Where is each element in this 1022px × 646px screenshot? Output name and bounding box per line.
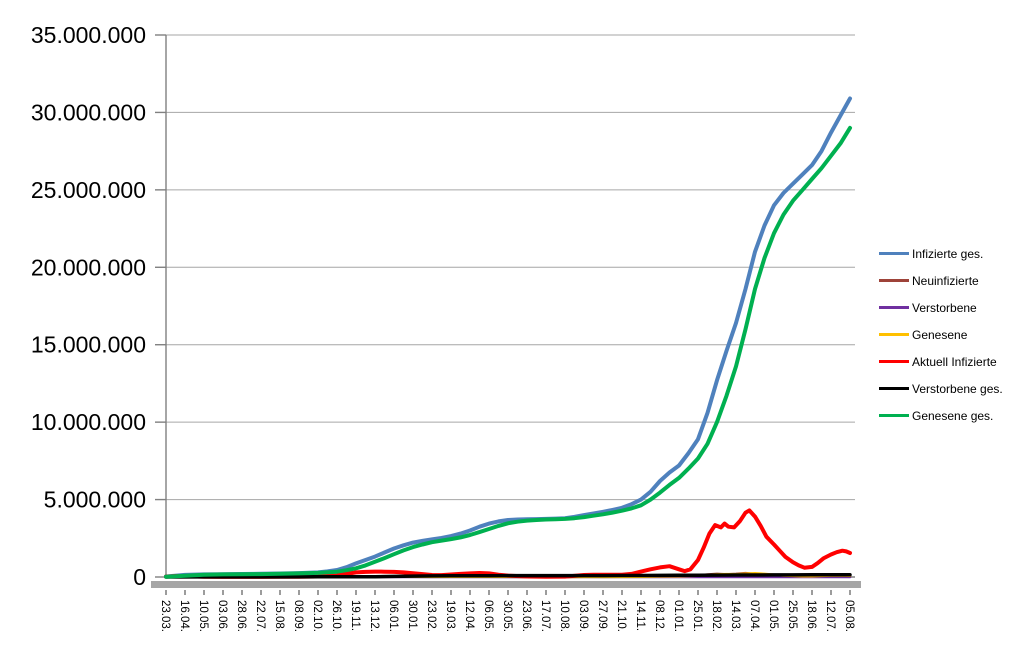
x-tick-label: 14.11. <box>634 600 646 631</box>
x-tick-label: 06.01. <box>387 600 399 632</box>
x-tick-label: 10.05. <box>197 600 209 632</box>
x-tick-label: 19.11. <box>349 600 361 631</box>
x-tick-label: 12.04. <box>463 600 475 632</box>
x-tick-label: 23.02. <box>425 600 437 632</box>
legend-label-verstorbene: Verstorbene <box>912 300 977 315</box>
legend-item-verstorbene[interactable]: Verstorbene <box>879 294 1003 321</box>
series-line-verstorbene-ges[interactable] <box>164 573 852 579</box>
series-line-genesene-ges[interactable] <box>164 125 852 579</box>
legend-label-verstorbene-ges: Verstorbene ges. <box>912 381 1003 396</box>
x-tick-label: 08.09. <box>292 600 304 632</box>
legend-item-neuinfizierte[interactable]: Neuinfizierte <box>879 267 1003 294</box>
x-tick-label: 27.09. <box>596 600 608 632</box>
legend-swatch-genesene-ges <box>879 414 909 417</box>
x-tick-label: 30.01. <box>406 600 418 632</box>
legend-label-neuinfizierte: Neuinfizierte <box>912 273 979 288</box>
x-tick-label: 15.08. <box>273 600 285 632</box>
x-tick-label: 10.08. <box>558 600 570 632</box>
y-tick-label: 35.000.000 <box>31 22 146 48</box>
legend-swatch-verstorbene <box>879 306 909 309</box>
y-tick-label: 10.000.000 <box>31 409 146 435</box>
legend-label-infizierte-ges: Infizierte ges. <box>912 246 984 261</box>
legend-swatch-verstorbene-ges <box>879 387 909 390</box>
x-tick-label: 03.06. <box>216 600 228 632</box>
x-tick-label: 14.03. <box>729 600 741 632</box>
legend-swatch-infizierte-ges <box>879 252 909 255</box>
x-tick-label: 01.01. <box>672 600 684 632</box>
legend: Infizierte ges. Neuinfizierte Verstorbene G… <box>879 240 1003 429</box>
legend-item-genesene[interactable]: Genesene <box>879 321 1003 348</box>
x-tick-label: 22.07. <box>254 600 266 632</box>
x-tick-label: 07.04. <box>748 600 760 632</box>
legend-item-aktuell-infizierte[interactable]: Aktuell Infizierte <box>879 348 1003 375</box>
x-tick-label: 28.06. <box>235 600 247 632</box>
x-tick-label: 21.10. <box>615 600 627 632</box>
y-tick-label: 0 <box>133 564 146 590</box>
x-tick-label: 03.09. <box>577 600 589 632</box>
x-axis-shadow <box>151 581 861 588</box>
x-tick-label: 30.05. <box>501 600 513 632</box>
series-line-infizierte-ges[interactable] <box>164 96 852 579</box>
x-tick-label: 23.03. <box>159 600 171 632</box>
x-tick-label: 02.10. <box>311 600 323 632</box>
x-tick-label: 18.02. <box>710 600 722 632</box>
legend-label-genesene-ges: Genesene ges. <box>912 408 994 423</box>
x-tick-label: 05.08. <box>843 600 855 632</box>
y-tick-label: 30.000.000 <box>31 99 146 125</box>
legend-swatch-aktuell-infizierte <box>879 360 909 363</box>
y-tick-label: 5.000.000 <box>44 487 146 513</box>
x-tick-label: 25.01. <box>691 600 703 632</box>
x-tick-label: 18.06. <box>805 600 817 632</box>
x-tick-label: 08.12. <box>653 600 665 632</box>
x-tick-label: 01.05. <box>767 600 779 632</box>
legend-label-aktuell-infizierte: Aktuell Infizierte <box>912 354 997 369</box>
x-tick-label: 23.06. <box>520 600 532 632</box>
x-tick-label: 26.10. <box>330 600 342 632</box>
y-tick-label: 20.000.000 <box>31 254 146 280</box>
legend-item-genesene-ges[interactable]: Genesene ges. <box>879 402 1003 429</box>
x-tick-label: 19.03. <box>444 600 456 632</box>
x-tick-label: 17.07. <box>539 600 551 632</box>
x-tick-label: 16.04. <box>178 600 190 632</box>
legend-swatch-neuinfizierte <box>879 279 909 282</box>
legend-label-genesene: Genesene <box>912 327 968 342</box>
x-tick-label: 25.05. <box>786 600 798 632</box>
legend-item-infizierte-ges[interactable]: Infizierte ges. <box>879 240 1003 267</box>
legend-item-verstorbene-ges[interactable]: Verstorbene ges. <box>879 375 1003 402</box>
x-tick-label: 12.07. <box>824 600 836 632</box>
y-tick-label: 15.000.000 <box>31 332 146 358</box>
x-tick-label: 06.05. <box>482 600 494 632</box>
y-tick-label: 25.000.000 <box>31 177 146 203</box>
legend-swatch-genesene <box>879 333 909 336</box>
x-tick-label: 13.12. <box>368 600 380 632</box>
